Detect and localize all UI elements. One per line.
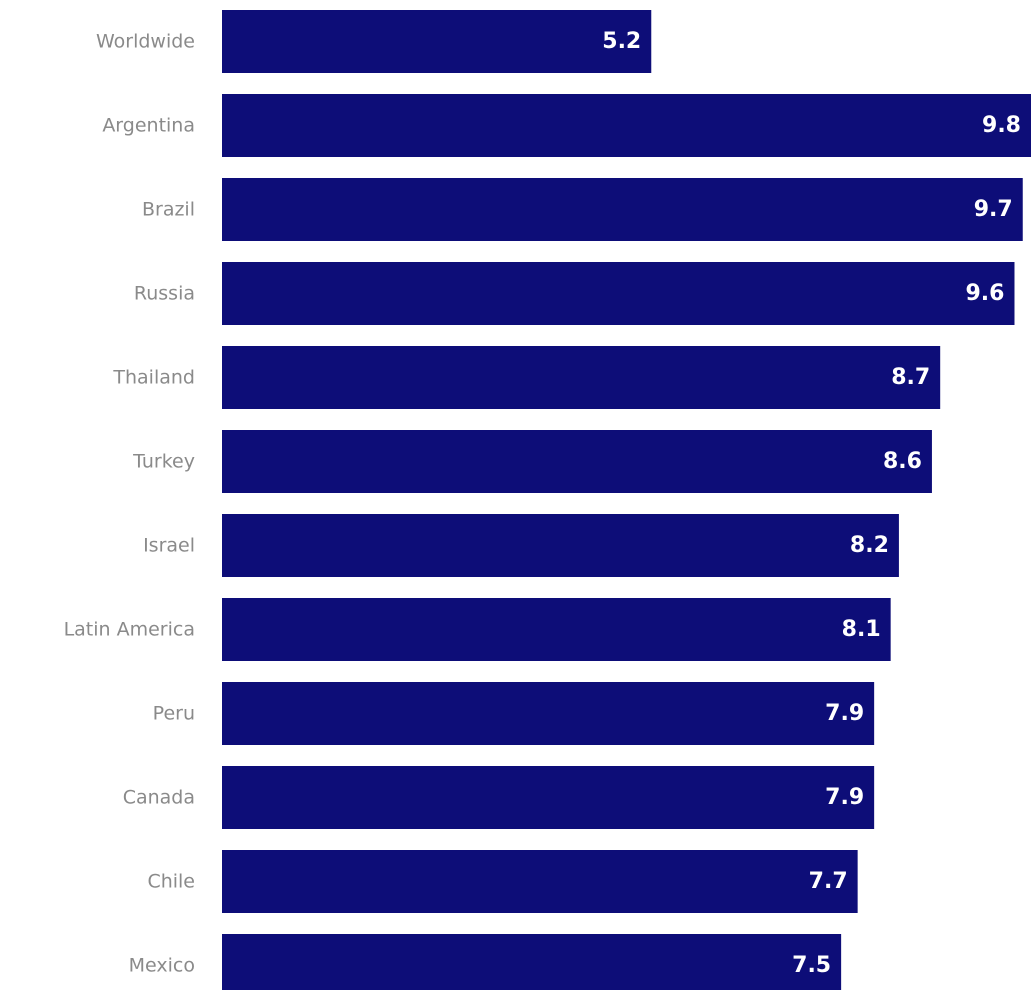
- data-label: 7.7: [809, 869, 848, 894]
- data-label: 9.6: [966, 281, 1005, 306]
- bar-latin-america: [222, 598, 891, 661]
- category-label: Argentina: [102, 115, 195, 137]
- bar-russia: [222, 262, 1015, 325]
- data-label: 9.7: [974, 197, 1013, 222]
- category-label: Brazil: [142, 199, 195, 221]
- category-label: Latin America: [64, 619, 195, 641]
- bar-worldwide: [222, 10, 652, 73]
- bar-brazil: [222, 178, 1023, 241]
- data-label: 7.9: [825, 701, 864, 726]
- bar-canada: [222, 766, 875, 829]
- data-label: 8.1: [842, 617, 881, 642]
- category-label: Turkey: [132, 451, 195, 473]
- data-label: 8.6: [883, 449, 922, 474]
- bar-mexico: [222, 934, 842, 990]
- category-label: Mexico: [129, 955, 195, 977]
- data-label: 9.8: [982, 113, 1021, 138]
- category-label: Israel: [143, 535, 195, 557]
- category-label: Worldwide: [96, 31, 195, 53]
- category-label: Canada: [123, 787, 195, 809]
- bar-turkey: [222, 430, 932, 493]
- data-label: 7.5: [792, 953, 831, 978]
- bar-israel: [222, 514, 899, 577]
- data-label: 5.2: [602, 29, 641, 54]
- category-label: Thailand: [112, 367, 195, 389]
- bar-argentina: [222, 94, 1031, 157]
- bar-thailand: [222, 346, 941, 409]
- category-label: Peru: [153, 703, 195, 725]
- data-label: 7.9: [825, 785, 864, 810]
- category-label: Russia: [134, 283, 195, 305]
- bar-peru: [222, 682, 875, 745]
- data-label: 8.2: [850, 533, 889, 558]
- bar-chile: [222, 850, 858, 913]
- category-label: Chile: [147, 871, 195, 893]
- data-label: 8.7: [891, 365, 930, 390]
